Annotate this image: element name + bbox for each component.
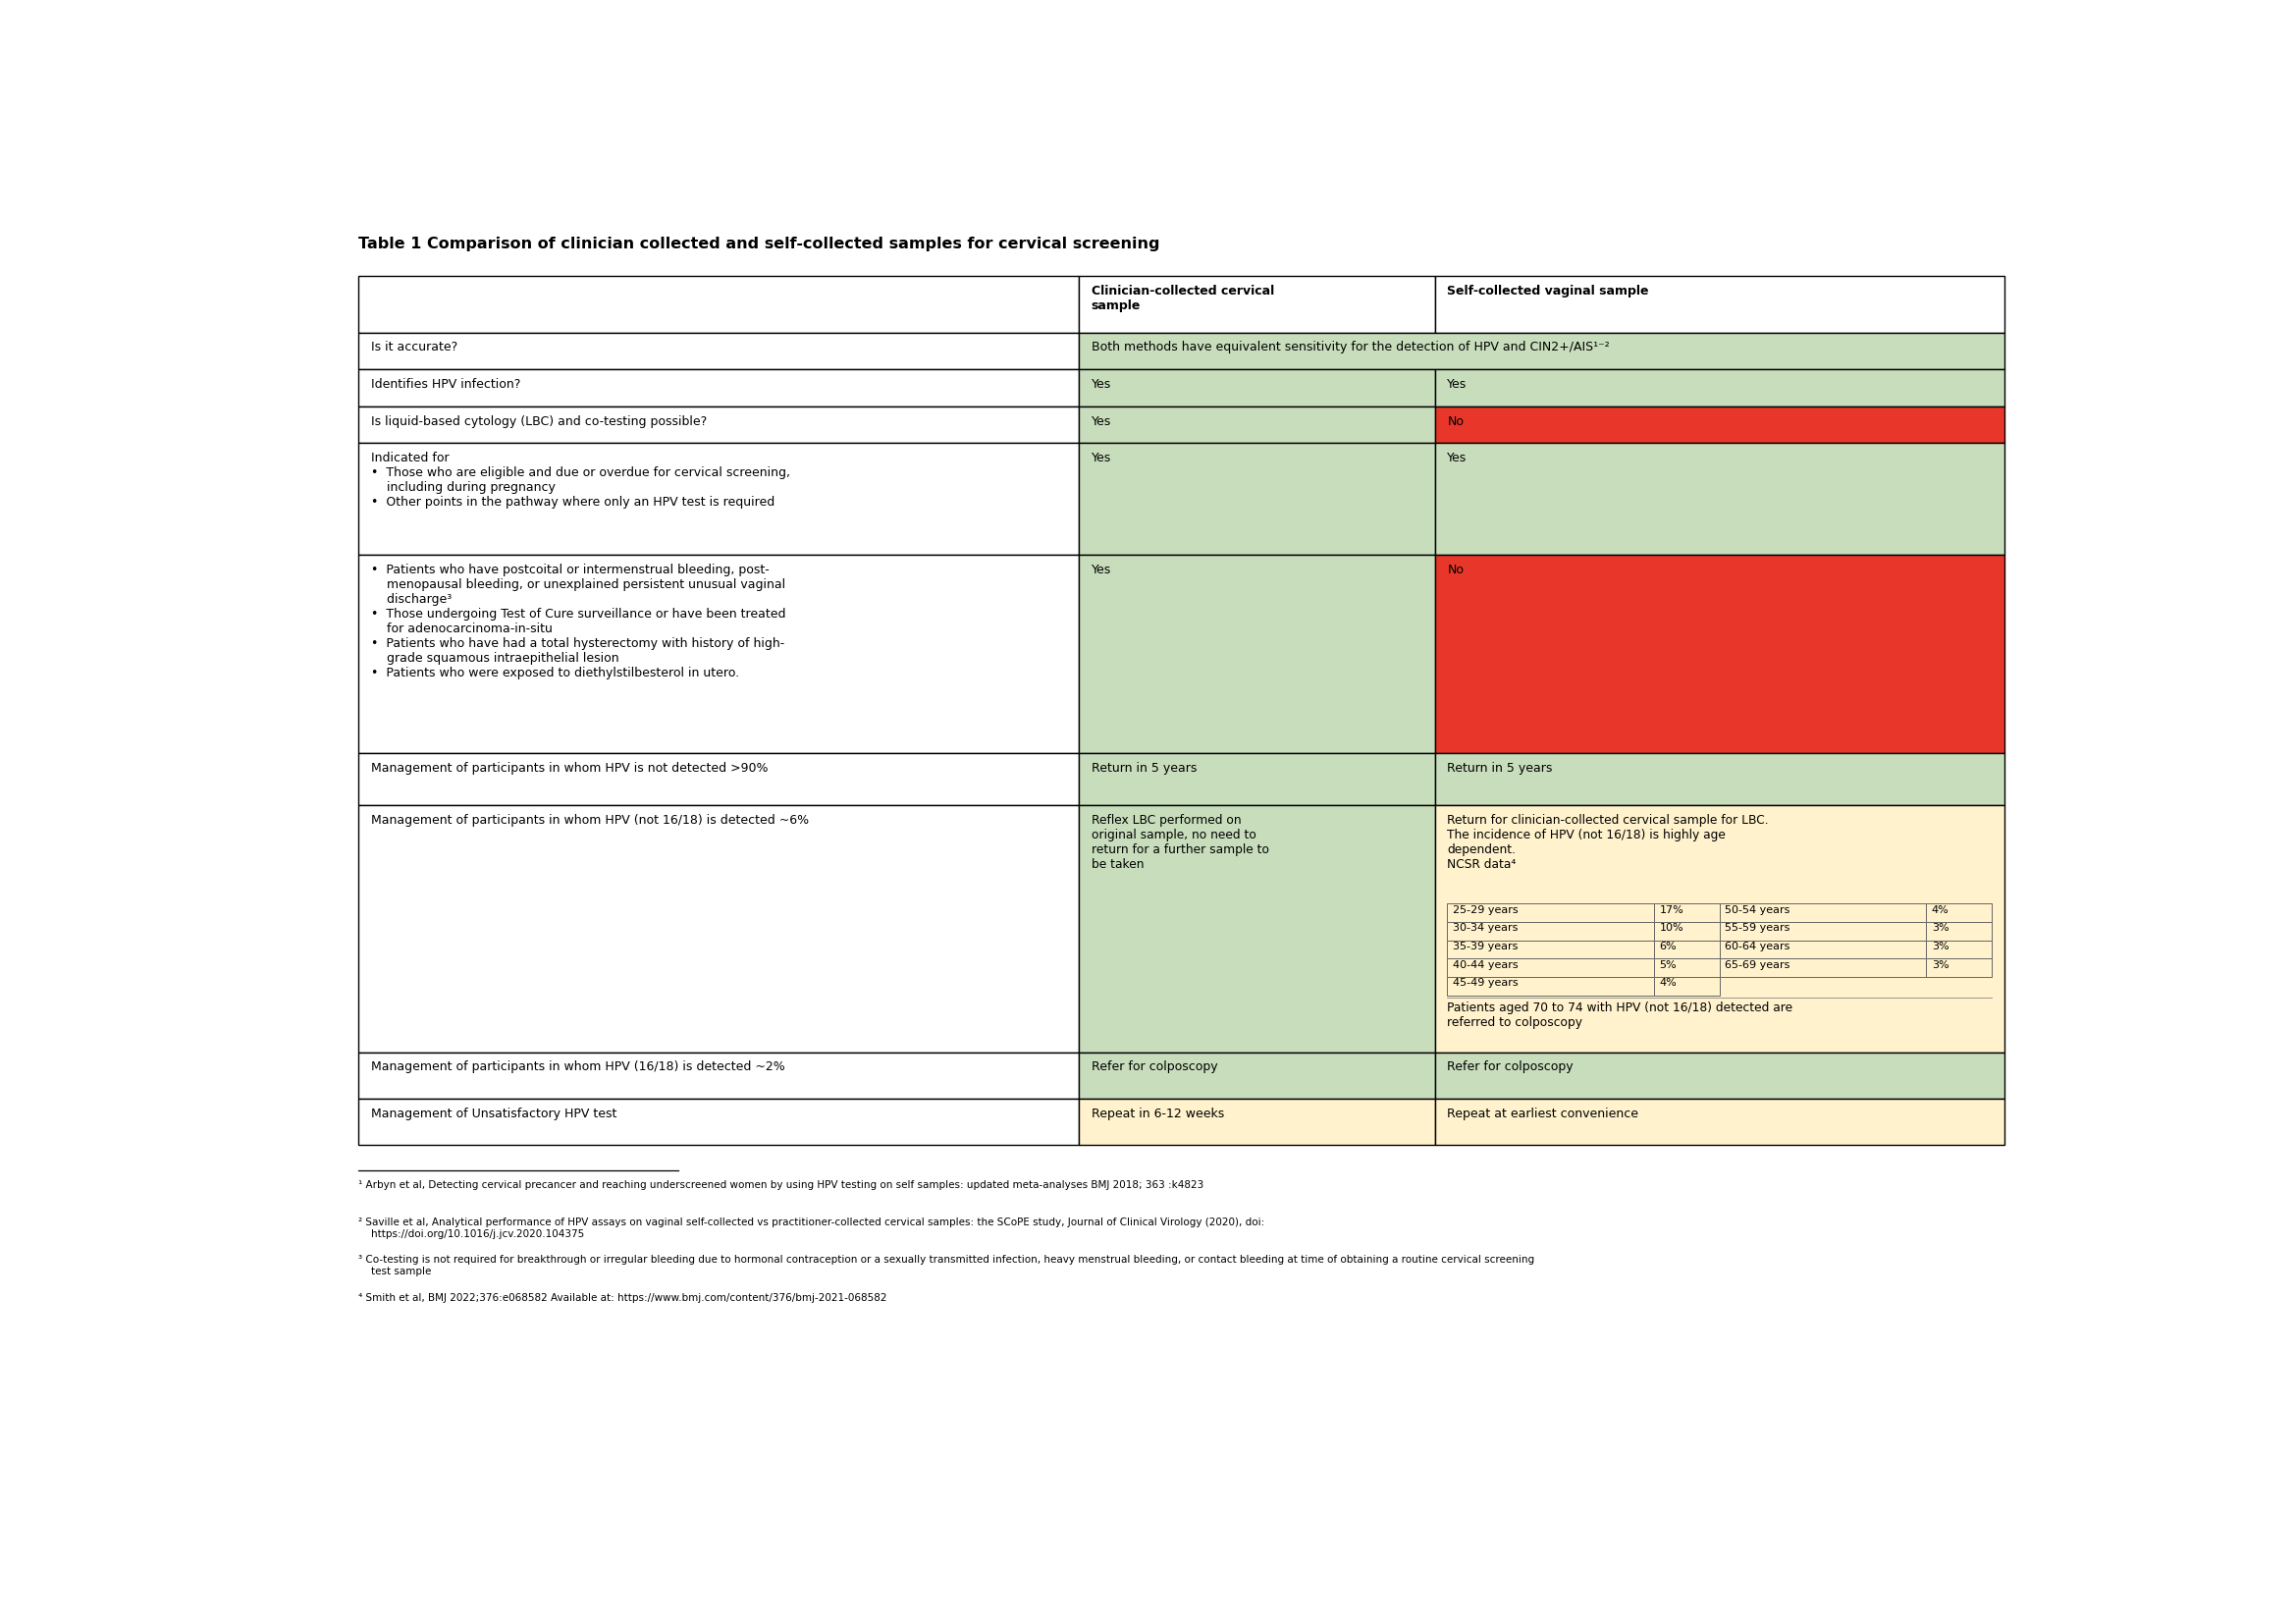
- Text: ¹ Arbyn et al, Detecting cervical precancer and reaching underscreened women by : ¹ Arbyn et al, Detecting cervical precan…: [358, 1181, 1203, 1190]
- Bar: [1653, 903, 1720, 922]
- Text: Management of participants in whom HPV (not 16/18) is detected ~6%: Management of participants in whom HPV (…: [370, 814, 808, 827]
- Bar: [1653, 978, 1720, 996]
- Bar: [1079, 554, 1435, 754]
- Bar: [1926, 922, 1991, 940]
- Text: 55-59 years: 55-59 years: [1724, 924, 1791, 934]
- Text: 25-29 years: 25-29 years: [1453, 905, 1518, 914]
- Text: Indicated for
•  Those who are eligible and due or overdue for cervical screenin: Indicated for • Those who are eligible a…: [370, 451, 790, 508]
- Text: Self-collected vaginal sample: Self-collected vaginal sample: [1446, 284, 1649, 297]
- Text: Table 1 Comparison of clinician collected and self-collected samples for cervica: Table 1 Comparison of clinician collecte…: [358, 237, 1159, 252]
- Bar: [1926, 958, 1991, 978]
- Text: ⁴ Smith et al, BMJ 2022;376:e068582 Available at: https://www.bmj.com/content/37: ⁴ Smith et al, BMJ 2022;376:e068582 Avai…: [358, 1293, 886, 1302]
- Bar: [1079, 754, 1435, 806]
- Bar: [1653, 958, 1720, 978]
- Bar: [1926, 903, 1991, 922]
- Text: Management of participants in whom HPV (16/18) is detected ~2%: Management of participants in whom HPV (…: [370, 1060, 785, 1073]
- Text: 40-44 years: 40-44 years: [1453, 960, 1518, 970]
- Bar: [1446, 958, 1653, 978]
- Text: 3%: 3%: [1931, 942, 1949, 952]
- Bar: [358, 1099, 1079, 1145]
- Text: Reflex LBC performed on
original sample, no need to
return for a further sample : Reflex LBC performed on original sample,…: [1091, 814, 1270, 870]
- Bar: [358, 369, 1079, 406]
- Text: 3%: 3%: [1931, 924, 1949, 934]
- Text: Return in 5 years: Return in 5 years: [1091, 762, 1196, 775]
- Text: Refer for colposcopy: Refer for colposcopy: [1091, 1060, 1217, 1073]
- Text: Yes: Yes: [1091, 451, 1111, 464]
- Text: Refer for colposcopy: Refer for colposcopy: [1446, 1060, 1573, 1073]
- Text: Is liquid-based cytology (LBC) and co-testing possible?: Is liquid-based cytology (LBC) and co-te…: [370, 414, 707, 427]
- Text: 65-69 years: 65-69 years: [1724, 960, 1791, 970]
- Bar: [358, 806, 1079, 1052]
- Bar: [1079, 1052, 1435, 1099]
- Text: Yes: Yes: [1091, 378, 1111, 391]
- Text: Is it accurate?: Is it accurate?: [370, 341, 457, 354]
- Text: Yes: Yes: [1446, 451, 1467, 464]
- Text: Yes: Yes: [1091, 414, 1111, 427]
- Text: Management of participants in whom HPV is not detected >90%: Management of participants in whom HPV i…: [370, 762, 767, 775]
- Bar: [1653, 940, 1720, 958]
- Bar: [1435, 443, 2004, 554]
- Text: 3%: 3%: [1931, 960, 1949, 970]
- Bar: [358, 754, 1079, 806]
- Bar: [1446, 978, 1653, 996]
- Bar: [358, 554, 1079, 754]
- Bar: [1435, 754, 2004, 806]
- Text: Return for clinician-collected cervical sample for LBC.
The incidence of HPV (no: Return for clinician-collected cervical …: [1446, 814, 1768, 870]
- Text: Clinician-collected cervical
sample: Clinician-collected cervical sample: [1091, 284, 1274, 312]
- Text: Management of Unsatisfactory HPV test: Management of Unsatisfactory HPV test: [370, 1108, 615, 1121]
- Text: 6%: 6%: [1660, 942, 1676, 952]
- Text: 10%: 10%: [1660, 924, 1683, 934]
- Bar: [1435, 554, 2004, 754]
- Text: 60-64 years: 60-64 years: [1724, 942, 1791, 952]
- Bar: [1435, 1052, 2004, 1099]
- Text: Repeat at earliest convenience: Repeat at earliest convenience: [1446, 1108, 1639, 1121]
- Text: 30-34 years: 30-34 years: [1453, 924, 1518, 934]
- Text: No: No: [1446, 414, 1465, 427]
- Bar: [1079, 806, 1435, 1052]
- Bar: [1435, 369, 2004, 406]
- Bar: [1720, 940, 1926, 958]
- Bar: [1446, 940, 1653, 958]
- Text: 5%: 5%: [1660, 960, 1676, 970]
- Text: Yes: Yes: [1091, 564, 1111, 577]
- Bar: [1079, 276, 1435, 333]
- Bar: [1446, 903, 1653, 922]
- Bar: [1079, 333, 2004, 369]
- Bar: [1079, 1099, 1435, 1145]
- Bar: [1446, 922, 1653, 940]
- Text: Identifies HPV infection?: Identifies HPV infection?: [370, 378, 521, 391]
- Text: Patients aged 70 to 74 with HPV (not 16/18) detected are
referred to colposcopy: Patients aged 70 to 74 with HPV (not 16/…: [1446, 1002, 1793, 1030]
- Bar: [1435, 406, 2004, 443]
- Bar: [1720, 903, 1926, 922]
- Bar: [358, 333, 1079, 369]
- Text: 50-54 years: 50-54 years: [1724, 905, 1791, 914]
- Bar: [1079, 369, 1435, 406]
- Bar: [358, 443, 1079, 554]
- Text: Repeat in 6-12 weeks: Repeat in 6-12 weeks: [1091, 1108, 1224, 1121]
- Text: 17%: 17%: [1660, 905, 1683, 914]
- Bar: [1435, 806, 2004, 1052]
- Bar: [358, 406, 1079, 443]
- Text: 4%: 4%: [1660, 978, 1676, 987]
- Text: ² Saville et al, Analytical performance of HPV assays on vaginal self-collected : ² Saville et al, Analytical performance …: [358, 1218, 1265, 1239]
- Text: 35-39 years: 35-39 years: [1453, 942, 1518, 952]
- Bar: [1079, 406, 1435, 443]
- Text: Yes: Yes: [1446, 378, 1467, 391]
- Bar: [1926, 940, 1991, 958]
- Bar: [1720, 922, 1926, 940]
- Text: ³ Co-testing is not required for breakthrough or irregular bleeding due to hormo: ³ Co-testing is not required for breakth…: [358, 1255, 1534, 1276]
- Bar: [1435, 276, 2004, 333]
- Bar: [1079, 443, 1435, 554]
- Text: 45-49 years: 45-49 years: [1453, 978, 1518, 987]
- Bar: [1720, 958, 1926, 978]
- Bar: [1653, 922, 1720, 940]
- Text: 4%: 4%: [1931, 905, 1949, 914]
- Bar: [1435, 1099, 2004, 1145]
- Text: •  Patients who have postcoital or intermenstrual bleeding, post-
    menopausal: • Patients who have postcoital or interm…: [370, 564, 785, 679]
- Text: Both methods have equivalent sensitivity for the detection of HPV and CIN2+/AIS¹: Both methods have equivalent sensitivity…: [1091, 341, 1609, 354]
- Bar: [358, 276, 1079, 333]
- Text: Return in 5 years: Return in 5 years: [1446, 762, 1552, 775]
- Text: No: No: [1446, 564, 1465, 577]
- Bar: [358, 1052, 1079, 1099]
